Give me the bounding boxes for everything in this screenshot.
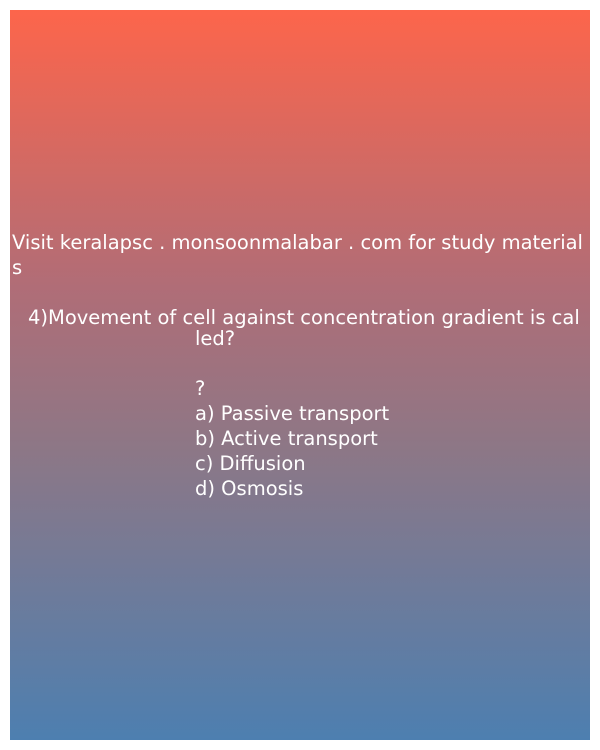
question-card: Visit keralapsc . monsoonmalabar . com f… bbox=[10, 10, 590, 740]
question-mark: ? bbox=[195, 377, 206, 400]
question-text-line1: 4)Movement of cell against concentration… bbox=[28, 306, 580, 329]
answer-options: a) Passive transport b) Active transport… bbox=[195, 401, 389, 501]
option-d: d) Osmosis bbox=[195, 477, 304, 500]
question-text-line2: led? bbox=[195, 327, 236, 350]
option-b: b) Active transport bbox=[195, 427, 378, 450]
option-c: c) Diffusion bbox=[195, 452, 306, 475]
option-a: a) Passive transport bbox=[195, 402, 390, 425]
promo-text: Visit keralapsc . monsoonmalabar . com f… bbox=[12, 231, 583, 279]
